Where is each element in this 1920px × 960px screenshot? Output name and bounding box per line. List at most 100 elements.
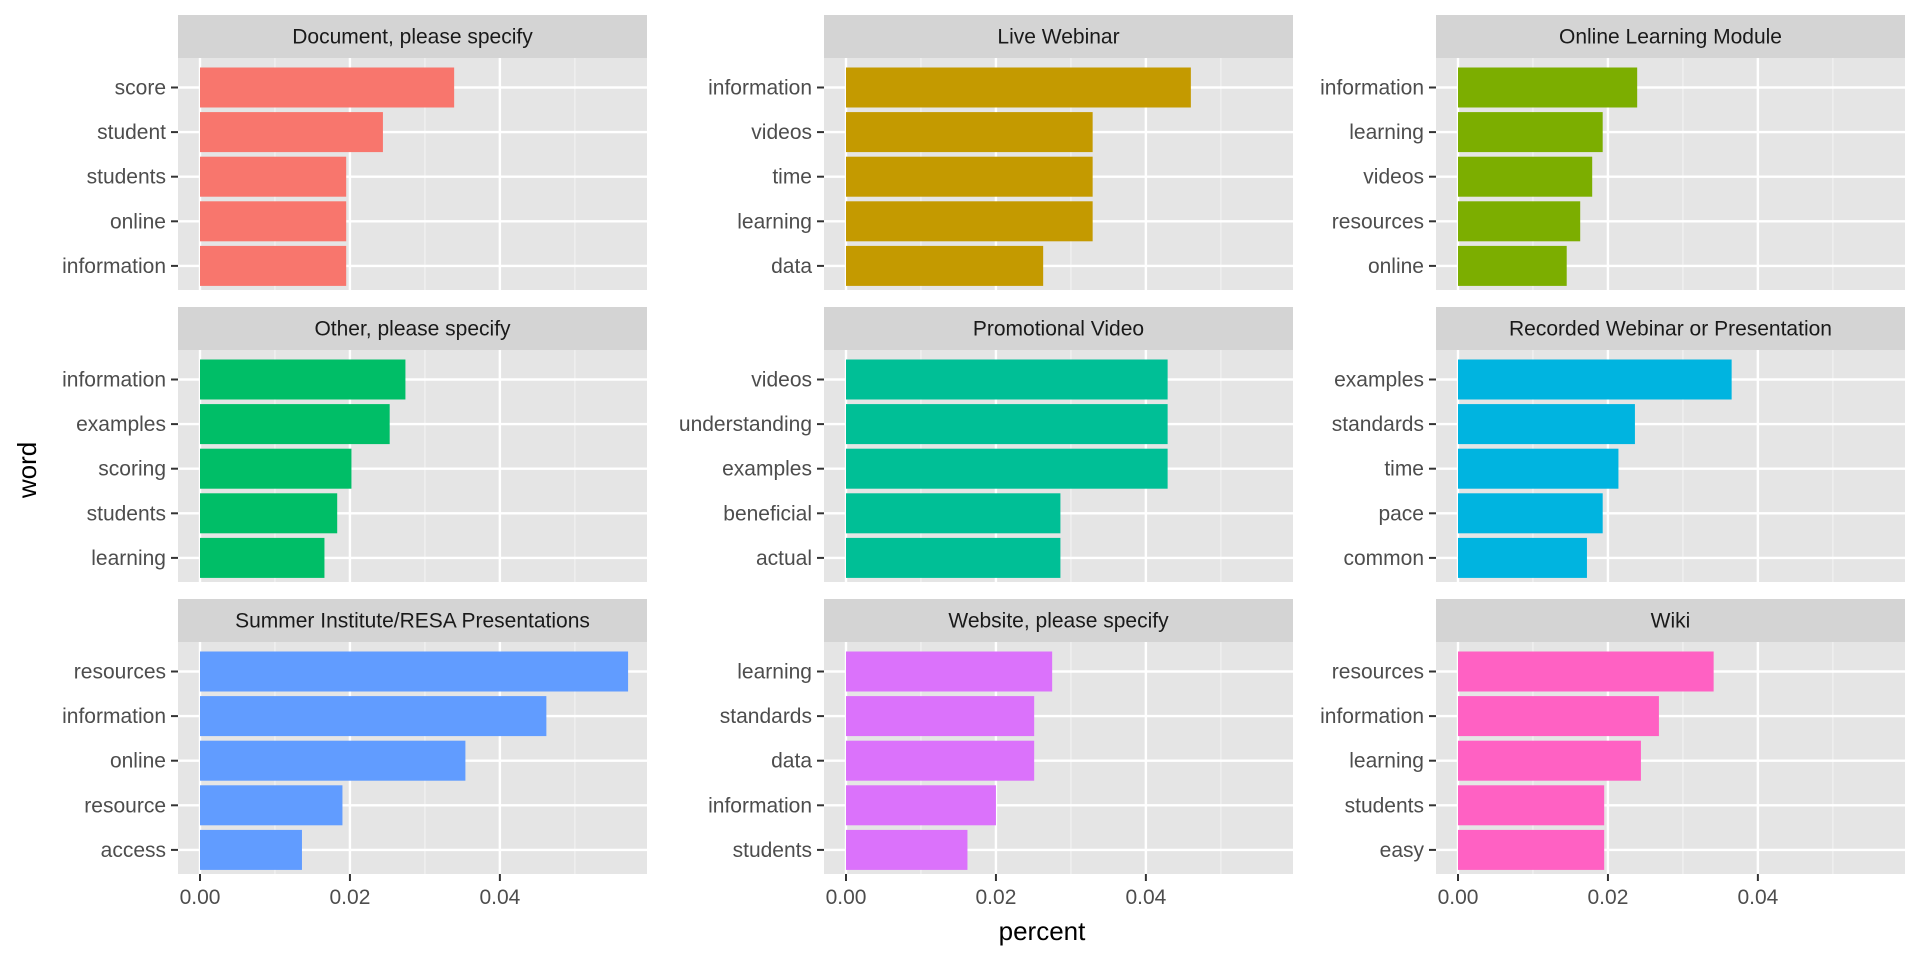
bar bbox=[846, 740, 1035, 781]
bar bbox=[846, 201, 1093, 242]
bar bbox=[846, 493, 1061, 534]
x-tick-label: 0.04 bbox=[1125, 886, 1166, 909]
category-label: examples bbox=[1334, 369, 1424, 392]
x-tick-label: 0.04 bbox=[479, 886, 520, 909]
category-label: information bbox=[62, 255, 166, 278]
facet-panels: Document, please specify score student stud… bbox=[62, 15, 1905, 909]
bar bbox=[200, 651, 629, 692]
category-label: videos bbox=[751, 369, 812, 392]
category-label: understanding bbox=[679, 413, 812, 436]
category-label: online bbox=[1368, 255, 1424, 278]
bar bbox=[1458, 404, 1635, 445]
bar bbox=[200, 696, 547, 737]
category-label: pace bbox=[1378, 502, 1424, 525]
facet-panel: Wiki resources information learning students… bbox=[1320, 599, 1905, 909]
category-label: data bbox=[771, 750, 812, 773]
facet-title: Live Webinar bbox=[997, 26, 1119, 49]
x-tick-label: 0.04 bbox=[1737, 886, 1778, 909]
category-label: resources bbox=[1332, 661, 1424, 684]
bar bbox=[1458, 651, 1714, 692]
bar bbox=[200, 67, 455, 108]
bar bbox=[846, 404, 1168, 445]
bar bbox=[1458, 537, 1587, 578]
category-label: resources bbox=[74, 661, 166, 684]
bar bbox=[1458, 785, 1605, 826]
bar bbox=[1458, 112, 1603, 153]
category-label: standards bbox=[1332, 413, 1424, 436]
x-tick-label: 0.02 bbox=[1588, 886, 1629, 909]
facet-strip bbox=[824, 307, 1293, 350]
bar bbox=[846, 359, 1168, 400]
category-label: videos bbox=[751, 121, 812, 144]
facet-panel: Summer Institute/RESA Presentations resou… bbox=[62, 599, 647, 909]
bar bbox=[846, 448, 1168, 489]
category-label: learning bbox=[1349, 750, 1424, 773]
facet-title: Online Learning Module bbox=[1559, 26, 1782, 49]
facet-strip bbox=[824, 599, 1293, 642]
x-tick-label: 0.00 bbox=[826, 886, 867, 909]
category-label: information bbox=[708, 77, 812, 100]
bar bbox=[1458, 696, 1659, 737]
facet-strip bbox=[178, 15, 647, 58]
bar bbox=[846, 67, 1191, 108]
category-label: scoring bbox=[98, 458, 166, 481]
category-label: access bbox=[101, 839, 166, 862]
category-label: standards bbox=[720, 705, 812, 728]
category-label: information bbox=[62, 705, 166, 728]
facet-panel: Website, please specify learning standards… bbox=[708, 599, 1293, 909]
bar bbox=[1458, 201, 1581, 242]
facet-strip bbox=[178, 599, 647, 642]
category-label: actual bbox=[756, 547, 812, 570]
bar bbox=[200, 245, 347, 286]
facet-title: Other, please specify bbox=[314, 318, 511, 341]
category-label: time bbox=[1384, 458, 1424, 481]
x-tick-label: 0.00 bbox=[1438, 886, 1479, 909]
facet-title: Summer Institute/RESA Presentations bbox=[235, 610, 590, 633]
category-label: students bbox=[1345, 794, 1424, 817]
x-tick-label: 0.02 bbox=[976, 886, 1017, 909]
bar bbox=[200, 404, 390, 445]
category-label: student bbox=[97, 121, 166, 144]
facet-strip bbox=[1436, 599, 1905, 642]
category-label: learning bbox=[1349, 121, 1424, 144]
bar bbox=[1458, 740, 1641, 781]
bar bbox=[1458, 245, 1567, 286]
x-axis-title: percent bbox=[999, 916, 1086, 946]
bar bbox=[200, 740, 466, 781]
category-label: score bbox=[115, 77, 166, 100]
category-label: information bbox=[62, 369, 166, 392]
bar bbox=[200, 156, 347, 197]
bar bbox=[1458, 493, 1603, 534]
facet-strip bbox=[824, 15, 1293, 58]
bar bbox=[846, 156, 1093, 197]
bar bbox=[1458, 359, 1732, 400]
bar bbox=[846, 829, 968, 870]
facet-title: Recorded Webinar or Presentation bbox=[1509, 318, 1832, 341]
facet-panel: Recorded Webinar or Presentation examples… bbox=[1332, 307, 1905, 582]
bar bbox=[1458, 156, 1593, 197]
category-label: data bbox=[771, 255, 812, 278]
category-label: common bbox=[1343, 547, 1424, 570]
bar bbox=[200, 493, 338, 534]
facet-title: Promotional Video bbox=[973, 318, 1144, 341]
category-label: time bbox=[772, 166, 812, 189]
bar bbox=[846, 785, 996, 826]
bar bbox=[200, 785, 343, 826]
facet-panel: Document, please specify score student stud… bbox=[62, 15, 647, 290]
bar bbox=[846, 112, 1093, 153]
bar bbox=[200, 537, 325, 578]
facet-panel: Promotional Video videos understanding exam… bbox=[679, 307, 1293, 582]
bar bbox=[200, 201, 347, 242]
category-label: resource bbox=[84, 794, 166, 817]
bar bbox=[1458, 67, 1638, 108]
category-label: information bbox=[708, 794, 812, 817]
x-tick-label: 0.00 bbox=[180, 886, 221, 909]
category-label: information bbox=[1320, 705, 1424, 728]
facet-strip bbox=[1436, 15, 1905, 58]
bar bbox=[846, 651, 1053, 692]
category-label: students bbox=[733, 839, 812, 862]
facet-panel: Other, please specify information examples… bbox=[62, 307, 647, 582]
category-label: online bbox=[110, 750, 166, 773]
category-label: learning bbox=[91, 547, 166, 570]
